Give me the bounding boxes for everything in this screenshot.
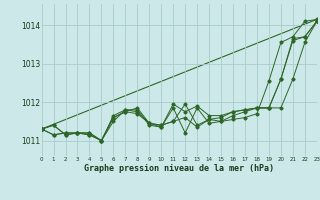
X-axis label: Graphe pression niveau de la mer (hPa): Graphe pression niveau de la mer (hPa) <box>84 164 274 173</box>
